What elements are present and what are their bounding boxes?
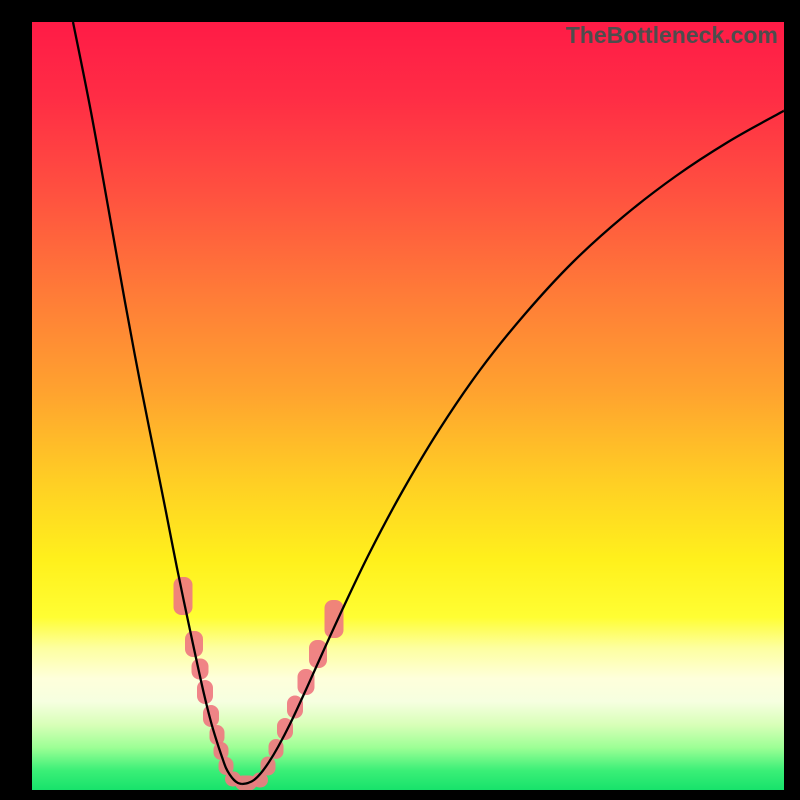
chart-svg: [32, 22, 784, 790]
left-descending-curve: [73, 22, 242, 784]
chart-frame: TheBottleneck.com: [0, 0, 800, 800]
plot-area: TheBottleneck.com: [32, 22, 784, 790]
data-markers-group: [174, 577, 344, 790]
watermark-text: TheBottleneck.com: [566, 22, 778, 49]
right-ascending-curve: [242, 111, 784, 784]
data-marker: [325, 600, 344, 638]
